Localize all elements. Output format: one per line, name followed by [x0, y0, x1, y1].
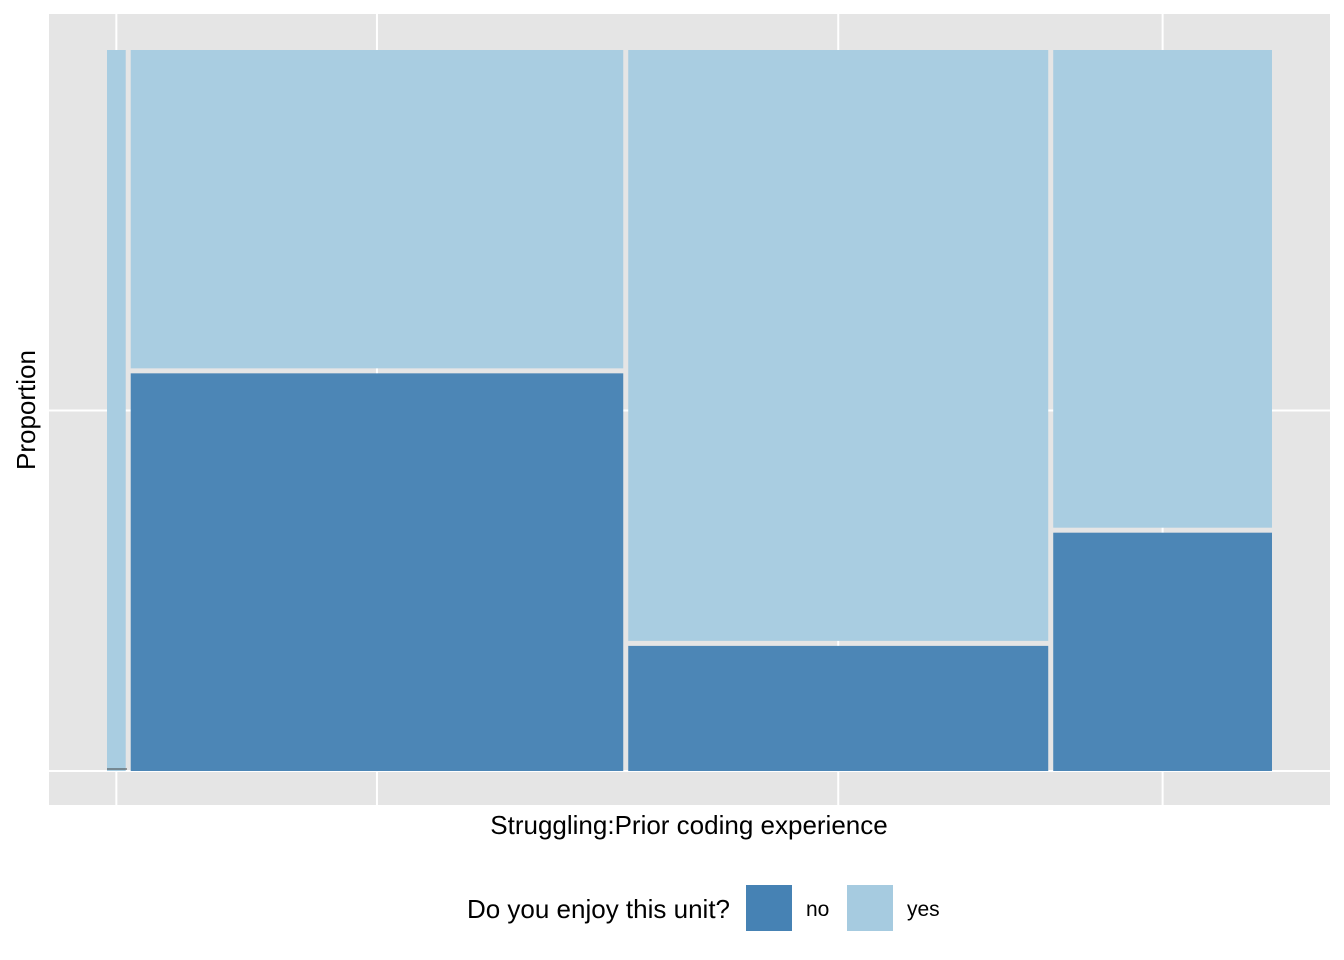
tile-col2-yes — [130, 50, 624, 369]
y-axis-title: Proportion — [11, 350, 41, 470]
x-axis-title: Struggling:Prior coding experience — [490, 810, 887, 840]
legend-label-yes: yes — [907, 898, 940, 921]
mosaic-tiles — [107, 50, 1272, 771]
legend-label-no: no — [806, 898, 829, 921]
legend-swatch-yes — [847, 885, 893, 931]
tile-col4-no — [1053, 532, 1272, 771]
tile-col4-yes — [1053, 50, 1272, 528]
legend: Do you enjoy this unit? no yes — [467, 885, 940, 931]
tile-col3-no — [628, 645, 1049, 771]
tile-col3-yes — [628, 50, 1049, 641]
tile-col1-yes — [107, 50, 126, 771]
legend-title: Do you enjoy this unit? — [467, 894, 730, 924]
tile-col2-no — [130, 373, 624, 771]
legend-swatch-no — [746, 885, 792, 931]
